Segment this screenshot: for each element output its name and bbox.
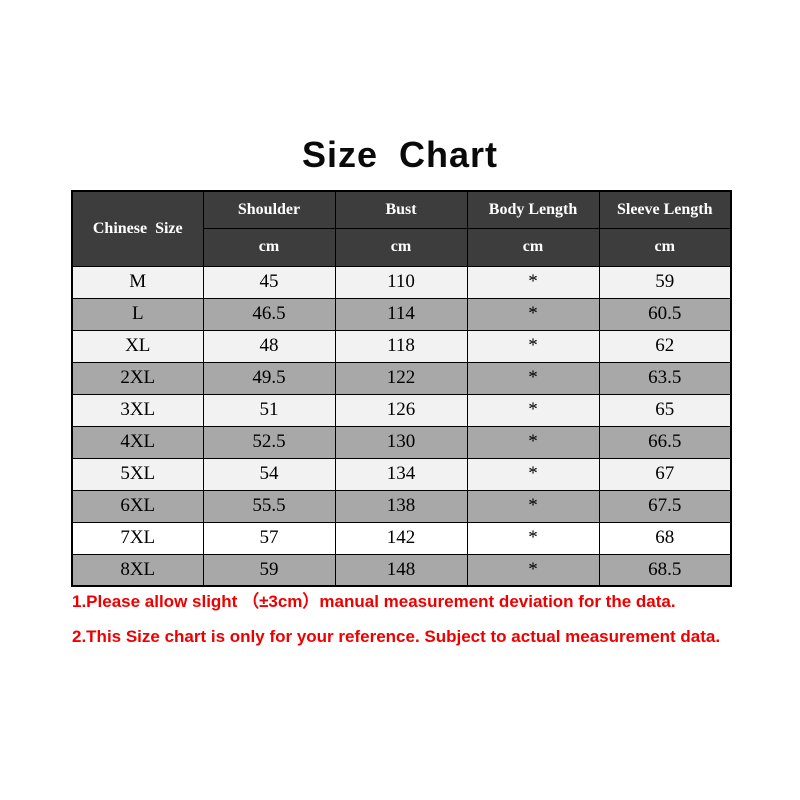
column-header-body-length: Body Length: [466, 190, 600, 229]
body-length-cell: *: [466, 361, 600, 395]
size-cell: M: [71, 265, 204, 299]
bust-cell: 122: [334, 361, 468, 395]
bust-cell: 114: [334, 297, 468, 331]
table-row-3xl: 3XL 51 126 * 65: [71, 393, 732, 427]
body-length-cell: *: [466, 265, 600, 299]
bust-cell: 142: [334, 521, 468, 555]
sleeve-length-cell: 68.5: [598, 553, 732, 587]
shoulder-cell: 54: [202, 457, 336, 491]
bust-cell: 134: [334, 457, 468, 491]
shoulder-cell: 57: [202, 521, 336, 555]
header-row-labels: Chinese Size Shoulder Bust Body Length S…: [71, 190, 732, 267]
body-length-cell: *: [466, 553, 600, 587]
bust-cell: 110: [334, 265, 468, 299]
sleeve-length-cell: 65: [598, 393, 732, 427]
sleeve-length-cell: 66.5: [598, 425, 732, 459]
body-length-cell: *: [466, 393, 600, 427]
column-header-chinese-size: Chinese Size: [71, 190, 204, 267]
bust-cell: 126: [334, 393, 468, 427]
sleeve-length-cell: 67: [598, 457, 732, 491]
shoulder-cell: 52.5: [202, 425, 336, 459]
shoulder-cell: 55.5: [202, 489, 336, 523]
size-cell: 3XL: [71, 393, 204, 427]
column-header-bust: Bust: [334, 190, 468, 229]
body-length-cell: *: [466, 297, 600, 331]
note-measurement-deviation: 1.Please allow slight （±3cm）manual measu…: [72, 592, 676, 611]
unit-header-shoulder: cm: [202, 227, 336, 267]
table-row-7xl: 7XL 57 142 * 68: [71, 521, 732, 555]
bust-cell: 138: [334, 489, 468, 523]
header-row-units: cm cm cm cm: [72, 227, 732, 267]
body-length-cell: *: [466, 489, 600, 523]
bust-cell: 148: [334, 553, 468, 587]
shoulder-cell: 46.5: [202, 297, 336, 331]
table-row-4xl: 4XL 52.5 130 * 66.5: [71, 425, 732, 459]
size-cell: L: [71, 297, 204, 331]
shoulder-cell: 48: [202, 329, 336, 363]
sleeve-length-cell: 60.5: [598, 297, 732, 331]
size-cell: 2XL: [71, 361, 204, 395]
note-reference-only: 2.This Size chart is only for your refer…: [72, 627, 721, 646]
size-cell: 6XL: [71, 489, 204, 523]
table-body: M 45 110 * 59 L 46.5 114 * 60.5 XL 48 118 * 62 2XL 49.5 1…: [71, 265, 732, 587]
unit-header-bust: cm: [334, 227, 468, 267]
unit-header-sleeve-length: cm: [598, 227, 732, 267]
size-cell: 7XL: [71, 521, 204, 555]
shoulder-cell: 45: [202, 265, 336, 299]
table-row-l: L 46.5 114 * 60.5: [71, 297, 732, 331]
size-cell: 8XL: [71, 553, 204, 587]
table-row-m: M 45 110 * 59: [71, 265, 732, 299]
bust-cell: 130: [334, 425, 468, 459]
sleeve-length-cell: 67.5: [598, 489, 732, 523]
table-row-xl: XL 48 118 * 62: [71, 329, 732, 363]
shoulder-cell: 59: [202, 553, 336, 587]
table-header: Chinese Size Shoulder Bust Body Length S…: [71, 190, 732, 267]
column-header-shoulder: Shoulder: [202, 190, 336, 229]
table-row-8xl: 8XL 59 148 * 68.5: [71, 553, 732, 587]
sleeve-length-cell: 62: [598, 329, 732, 363]
body-length-cell: *: [466, 425, 600, 459]
body-length-cell: *: [466, 457, 600, 491]
bust-cell: 118: [334, 329, 468, 363]
unit-header-body-length: cm: [466, 227, 600, 267]
sleeve-length-cell: 59: [598, 265, 732, 299]
size-cell: XL: [71, 329, 204, 363]
body-length-cell: *: [466, 521, 600, 555]
column-header-sleeve-length: Sleeve Length: [598, 190, 732, 229]
body-length-cell: *: [466, 329, 600, 363]
sleeve-length-cell: 68: [598, 521, 732, 555]
shoulder-cell: 51: [202, 393, 336, 427]
notes-section: 1.Please allow slight （±3cm）manual measu…: [72, 591, 762, 661]
shoulder-cell: 49.5: [202, 361, 336, 395]
table-row-6xl: 6XL 55.5 138 * 67.5: [71, 489, 732, 523]
size-cell: 5XL: [71, 457, 204, 491]
size-chart-table: Chinese Size Shoulder Bust Body Length S…: [71, 190, 732, 587]
table-row-5xl: 5XL 54 134 * 67: [71, 457, 732, 491]
size-cell: 4XL: [71, 425, 204, 459]
table-row-2xl: 2XL 49.5 122 * 63.5: [71, 361, 732, 395]
sleeve-length-cell: 63.5: [598, 361, 732, 395]
page-title: Size Chart: [301, 134, 499, 175]
